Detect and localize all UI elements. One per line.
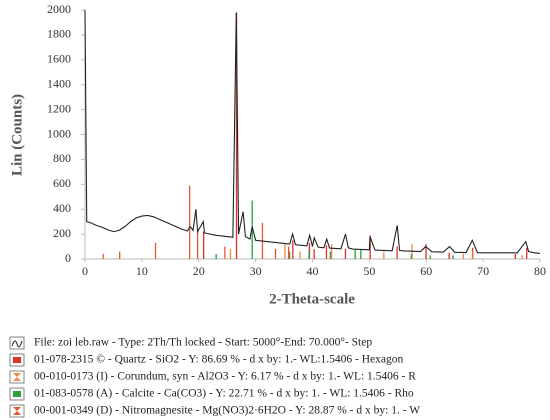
y-tick-label: 1400 — [47, 76, 71, 90]
legend-label: File: zoi leb.raw - Type: 2Th/Th locked … — [34, 337, 372, 349]
legend-icon — [11, 340, 23, 348]
x-tick-label: 20 — [193, 264, 205, 278]
legend-icon — [13, 407, 21, 415]
legend-icon — [13, 391, 21, 397]
x-tick-label: 60 — [420, 264, 432, 278]
x-tick-label: 40 — [307, 264, 319, 278]
y-tick-label: 400 — [53, 201, 71, 215]
x-axis-label: 2-Theta-scale — [269, 291, 355, 307]
y-axis-label: Lin (Counts) — [9, 94, 25, 176]
x-tick-label: 70 — [477, 264, 489, 278]
legend-label: 01-083-0578 (A) - Calcite - Ca(CO3) - Y:… — [34, 388, 414, 400]
y-tick-label: 200 — [53, 226, 71, 240]
legend-label: 00-010-0173 (I) - Corundum, syn - Al2O3 … — [34, 371, 416, 383]
data-line — [84, 9, 541, 254]
legend-icon — [13, 357, 21, 363]
y-tick-label: 1200 — [47, 101, 71, 115]
y-tick-label: 1600 — [47, 52, 71, 66]
y-tick-label: 1000 — [47, 126, 71, 140]
x-tick-label: 80 — [534, 264, 546, 278]
x-tick-label: 10 — [136, 264, 148, 278]
y-tick-label: 600 — [53, 176, 71, 190]
x-tick-label: 30 — [250, 264, 262, 278]
y-tick-label: 1800 — [47, 27, 71, 41]
x-tick-label: 0 — [82, 264, 88, 278]
y-tick-label: 2000 — [47, 2, 71, 16]
legend-label: 01-078-2315 © - Quartz - SiO2 - Y: 86.69… — [34, 354, 403, 366]
legend-label: 00-001-0349 (D) - Nitromagnesite - Mg(NO… — [34, 405, 420, 417]
legend-icon — [13, 373, 21, 381]
x-tick-label: 50 — [363, 264, 375, 278]
y-tick-label: 800 — [53, 151, 71, 165]
y-tick-label: 0 — [65, 251, 71, 265]
